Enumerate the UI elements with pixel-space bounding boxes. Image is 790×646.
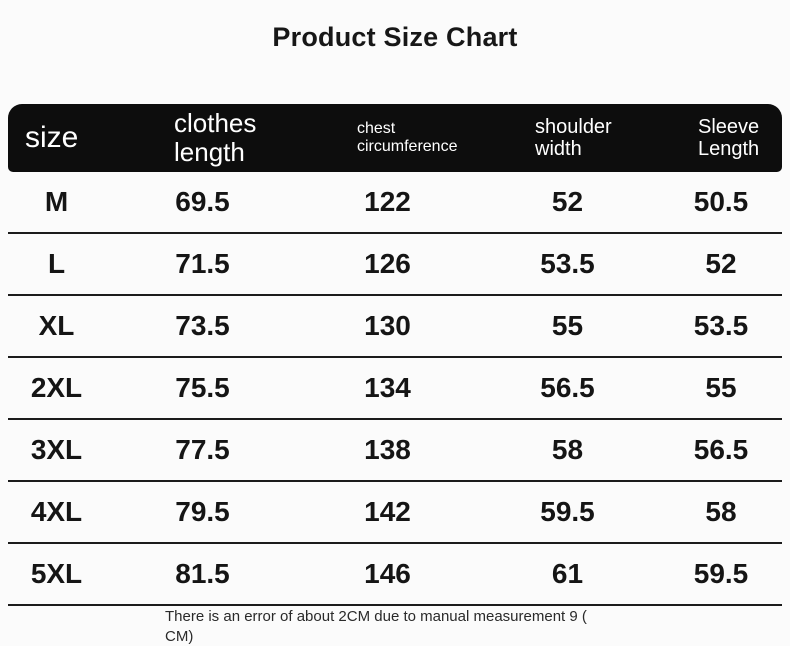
size-cell: L bbox=[47, 248, 66, 279]
shoulder-width-cell: 56.5 bbox=[540, 372, 595, 403]
chest-circumference-cell: 122 bbox=[364, 186, 411, 217]
column-header-clothes-length-label: clothes length bbox=[174, 107, 257, 167]
size-cell: 5XL bbox=[30, 558, 83, 589]
column-header-size-label: size bbox=[25, 121, 79, 155]
shoulder-width-cell: 61 bbox=[551, 558, 584, 589]
size-cell: M bbox=[44, 186, 69, 217]
clothes-length-cell: 71.5 bbox=[175, 248, 230, 279]
size-cell: 4XL bbox=[30, 496, 83, 527]
table-header: size clothes length chest circumference … bbox=[8, 104, 782, 172]
chest-circumference-cell: 146 bbox=[364, 558, 411, 589]
table-row-m: M 69.5 122 52 50.5 bbox=[8, 172, 782, 234]
sleeve-length-cell: 56.5 bbox=[693, 434, 749, 465]
shoulder-width-cell: 52 bbox=[551, 186, 584, 217]
sleeve-length-cell: 58 bbox=[705, 496, 737, 527]
size-cell: 2XL bbox=[30, 372, 83, 403]
column-header-shoulder-width-label: shoulder width bbox=[535, 115, 612, 160]
shoulder-width-cell: 59.5 bbox=[540, 496, 595, 527]
column-header-size: size bbox=[8, 104, 105, 172]
chest-circumference-cell: 126 bbox=[364, 248, 411, 279]
clothes-length-cell: 69.5 bbox=[175, 186, 230, 217]
clothes-length-cell: 75.5 bbox=[175, 372, 230, 403]
size-cell: 3XL bbox=[30, 434, 83, 465]
clothes-length-cell: 79.5 bbox=[175, 496, 230, 527]
sleeve-length-cell: 53.5 bbox=[693, 310, 749, 341]
column-header-sleeve-length: Sleeve Length bbox=[660, 104, 782, 172]
column-header-sleeve-length-label: Sleeve Length bbox=[698, 115, 760, 160]
chest-circumference-cell: 134 bbox=[364, 372, 411, 403]
shoulder-width-cell: 55 bbox=[551, 310, 584, 341]
shoulder-width-cell: 53.5 bbox=[540, 248, 595, 279]
size-cell: XL bbox=[38, 310, 75, 341]
table-row-5xl: 5XL 81.5 146 61 59.5 bbox=[8, 544, 782, 606]
size-table: size clothes length chest circumference … bbox=[8, 104, 782, 606]
table-row-3xl: 3XL 77.5 138 58 56.5 bbox=[8, 420, 782, 482]
sleeve-length-cell: 52 bbox=[705, 248, 737, 279]
sleeve-length-cell: 50.5 bbox=[693, 186, 749, 217]
column-header-shoulder-width: shoulder width bbox=[475, 104, 660, 172]
measurement-note: There is an error of about 2CM due to ma… bbox=[165, 608, 587, 645]
sleeve-length-cell: 55 bbox=[705, 372, 737, 403]
column-header-chest-circumference-label: chest circumference bbox=[357, 120, 458, 155]
chest-circumference-cell: 142 bbox=[364, 496, 411, 527]
page-title: Product Size Chart bbox=[272, 22, 518, 52]
table-row-4xl: 4XL 79.5 142 59.5 58 bbox=[8, 482, 782, 544]
table-row-xl: XL 73.5 130 55 53.5 bbox=[8, 296, 782, 358]
chest-circumference-cell: 130 bbox=[364, 310, 411, 341]
table-row-l: L 71.5 126 53.5 52 bbox=[8, 234, 782, 296]
clothes-length-cell: 73.5 bbox=[175, 310, 230, 341]
clothes-length-cell: 77.5 bbox=[175, 434, 230, 465]
clothes-length-cell: 81.5 bbox=[175, 558, 230, 589]
table-row-2xl: 2XL 75.5 134 56.5 55 bbox=[8, 358, 782, 420]
column-header-clothes-length: clothes length bbox=[105, 104, 300, 172]
sleeve-length-cell: 59.5 bbox=[693, 558, 749, 589]
column-header-chest-circumference: chest circumference bbox=[300, 104, 475, 172]
chest-circumference-cell: 138 bbox=[364, 434, 411, 465]
shoulder-width-cell: 58 bbox=[551, 434, 584, 465]
